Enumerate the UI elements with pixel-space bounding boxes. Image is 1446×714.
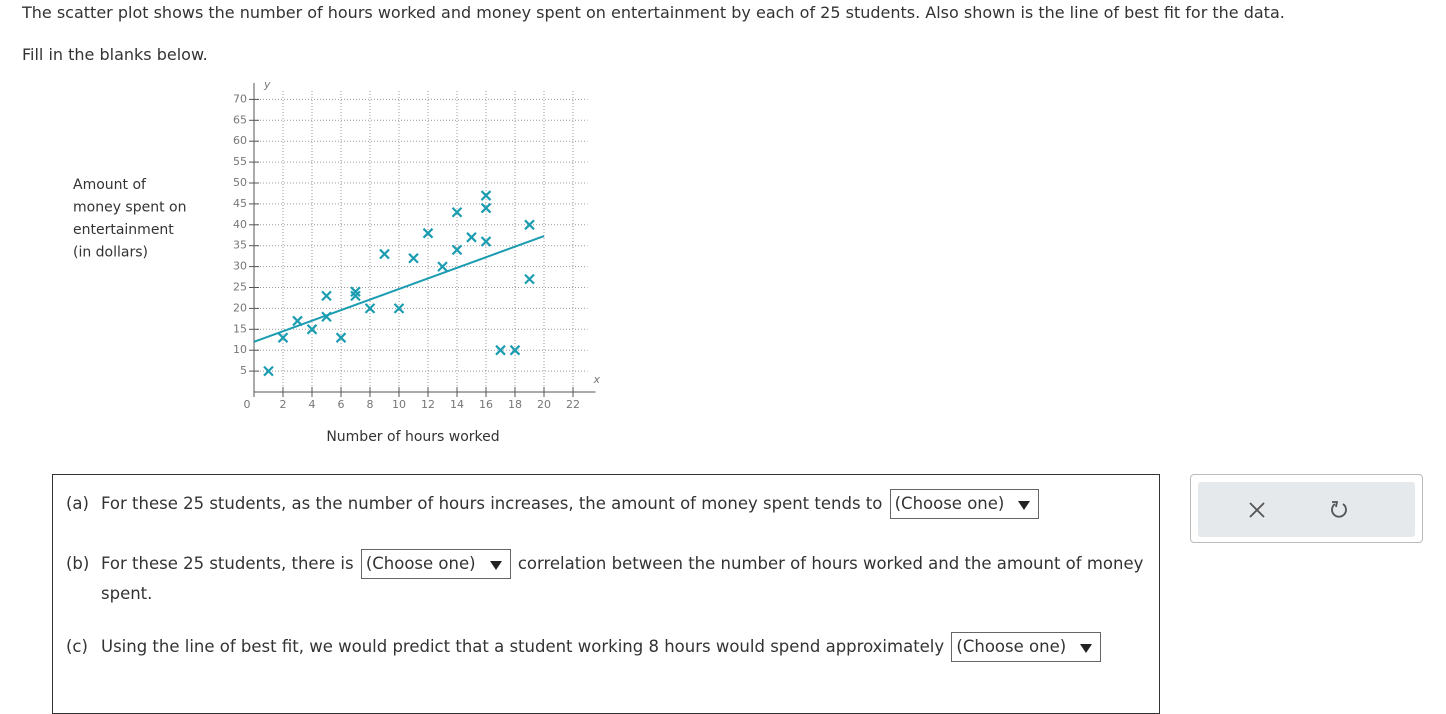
y-tick-label: 45 (233, 197, 247, 210)
y-tick-label: 30 (233, 260, 247, 273)
fit-line (253, 235, 545, 343)
x-tick-label: 4 (309, 398, 316, 411)
dropdown-text: (Choose one) (894, 494, 1005, 513)
y-tick-label: 65 (233, 113, 247, 126)
question: (c) Using the line of best fit, we would… (66, 632, 1151, 662)
x-tick-label: 20 (537, 398, 551, 411)
clear-button[interactable] (1248, 501, 1266, 519)
data-point (451, 244, 463, 256)
data-point (335, 332, 347, 343)
y-axis-title: money spent on (73, 200, 186, 216)
tool-bar (1198, 482, 1415, 537)
y-tick-label: 35 (233, 239, 247, 252)
question-box: (a) For these 25 students, as the number… (52, 474, 1160, 714)
question-label: (b) (66, 554, 90, 573)
data-point (524, 219, 535, 231)
dropdown-text: (Choose one) (365, 554, 476, 573)
y-tick-label: 10 (233, 343, 247, 356)
x-tick-label: 12 (421, 398, 435, 411)
dropdown-text: (Choose one) (956, 637, 1067, 656)
y-tick-label: 25 (233, 281, 247, 294)
x-tick-label: 14 (450, 398, 464, 411)
question-label: (a) (66, 494, 89, 513)
data-point (422, 227, 434, 239)
x-axis-symbol: x (593, 373, 601, 386)
x-tick-label: 10 (392, 398, 406, 411)
y-tick-label: 40 (233, 218, 247, 231)
instruction: Fill in the blanks below. (22, 45, 208, 64)
x-tick-label: 18 (508, 398, 522, 411)
question-text: For these 25 students, as the number of … (101, 494, 883, 513)
dropdown[interactable]: (Choose one) (889, 489, 1040, 519)
data-point (495, 344, 506, 356)
y-axis-title: (in dollars) (73, 245, 148, 261)
data-point (379, 248, 390, 260)
data-point (480, 236, 492, 247)
data-point (509, 344, 521, 356)
dropdown-arrow (1080, 643, 1093, 653)
y-tick-label: 55 (233, 155, 247, 168)
data-point (408, 252, 419, 264)
dropdown[interactable]: (Choose one) (951, 632, 1102, 662)
dropdown[interactable]: (Choose one) (360, 549, 511, 579)
y-tick-label: 5 (240, 364, 247, 377)
data-point (480, 202, 492, 214)
y-axis-title: Amount of (73, 177, 147, 193)
data-point (524, 273, 535, 285)
x-tick-label: 16 (479, 398, 493, 411)
dropdown-arrow (489, 560, 502, 570)
data-point (451, 206, 463, 218)
question: (a) For these 25 students, as the number… (66, 489, 1151, 519)
x-tick-label: 2 (280, 398, 287, 411)
question-text: correlation between the number of hours … (101, 554, 1144, 603)
y-tick-label: 20 (233, 301, 247, 314)
data-point (263, 365, 274, 377)
intro-text: The scatter plot shows the number of hou… (22, 3, 1285, 22)
x-axis-title: Number of hours worked (326, 429, 499, 445)
y-tick-label: 50 (233, 176, 247, 189)
x-tick-label: 22 (566, 398, 580, 411)
data-point (277, 332, 289, 343)
question: (b) For these 25 students, there is (Cho… (66, 549, 1151, 609)
data-point (292, 315, 303, 327)
y-tick-label: 70 (233, 92, 247, 105)
question-text: For these 25 students, there is (101, 554, 354, 573)
y-tick-label: 15 (233, 322, 247, 335)
y-axis-symbol: y (263, 78, 271, 91)
question-text: Using the line of best fit, we would pre… (101, 637, 945, 656)
y-tick-label: 60 (233, 134, 247, 147)
y-axis-title: entertainment (73, 222, 174, 238)
x-tick-label: 8 (367, 398, 374, 411)
data-point (437, 261, 448, 272)
data-point (350, 286, 361, 297)
data-point (393, 303, 405, 314)
tool-panel (1190, 474, 1423, 543)
scatter-chart: 5 10 15 20 25 30 35 40 45 50 55 60 65 70 0 2 4 6 8 10 12 14 16… (73, 78, 601, 445)
data-point (350, 290, 361, 302)
dropdown-arrow (1018, 500, 1031, 510)
data-point (306, 324, 318, 335)
x-tick-label: 6 (338, 398, 345, 411)
question-label: (c) (66, 637, 88, 656)
undo-button[interactable] (1329, 500, 1349, 520)
data-point (321, 290, 332, 302)
data-point (321, 311, 332, 323)
data-point (480, 190, 492, 201)
data-point (466, 232, 477, 243)
data-point (364, 303, 376, 314)
x-tick-label: 0 (244, 398, 251, 411)
